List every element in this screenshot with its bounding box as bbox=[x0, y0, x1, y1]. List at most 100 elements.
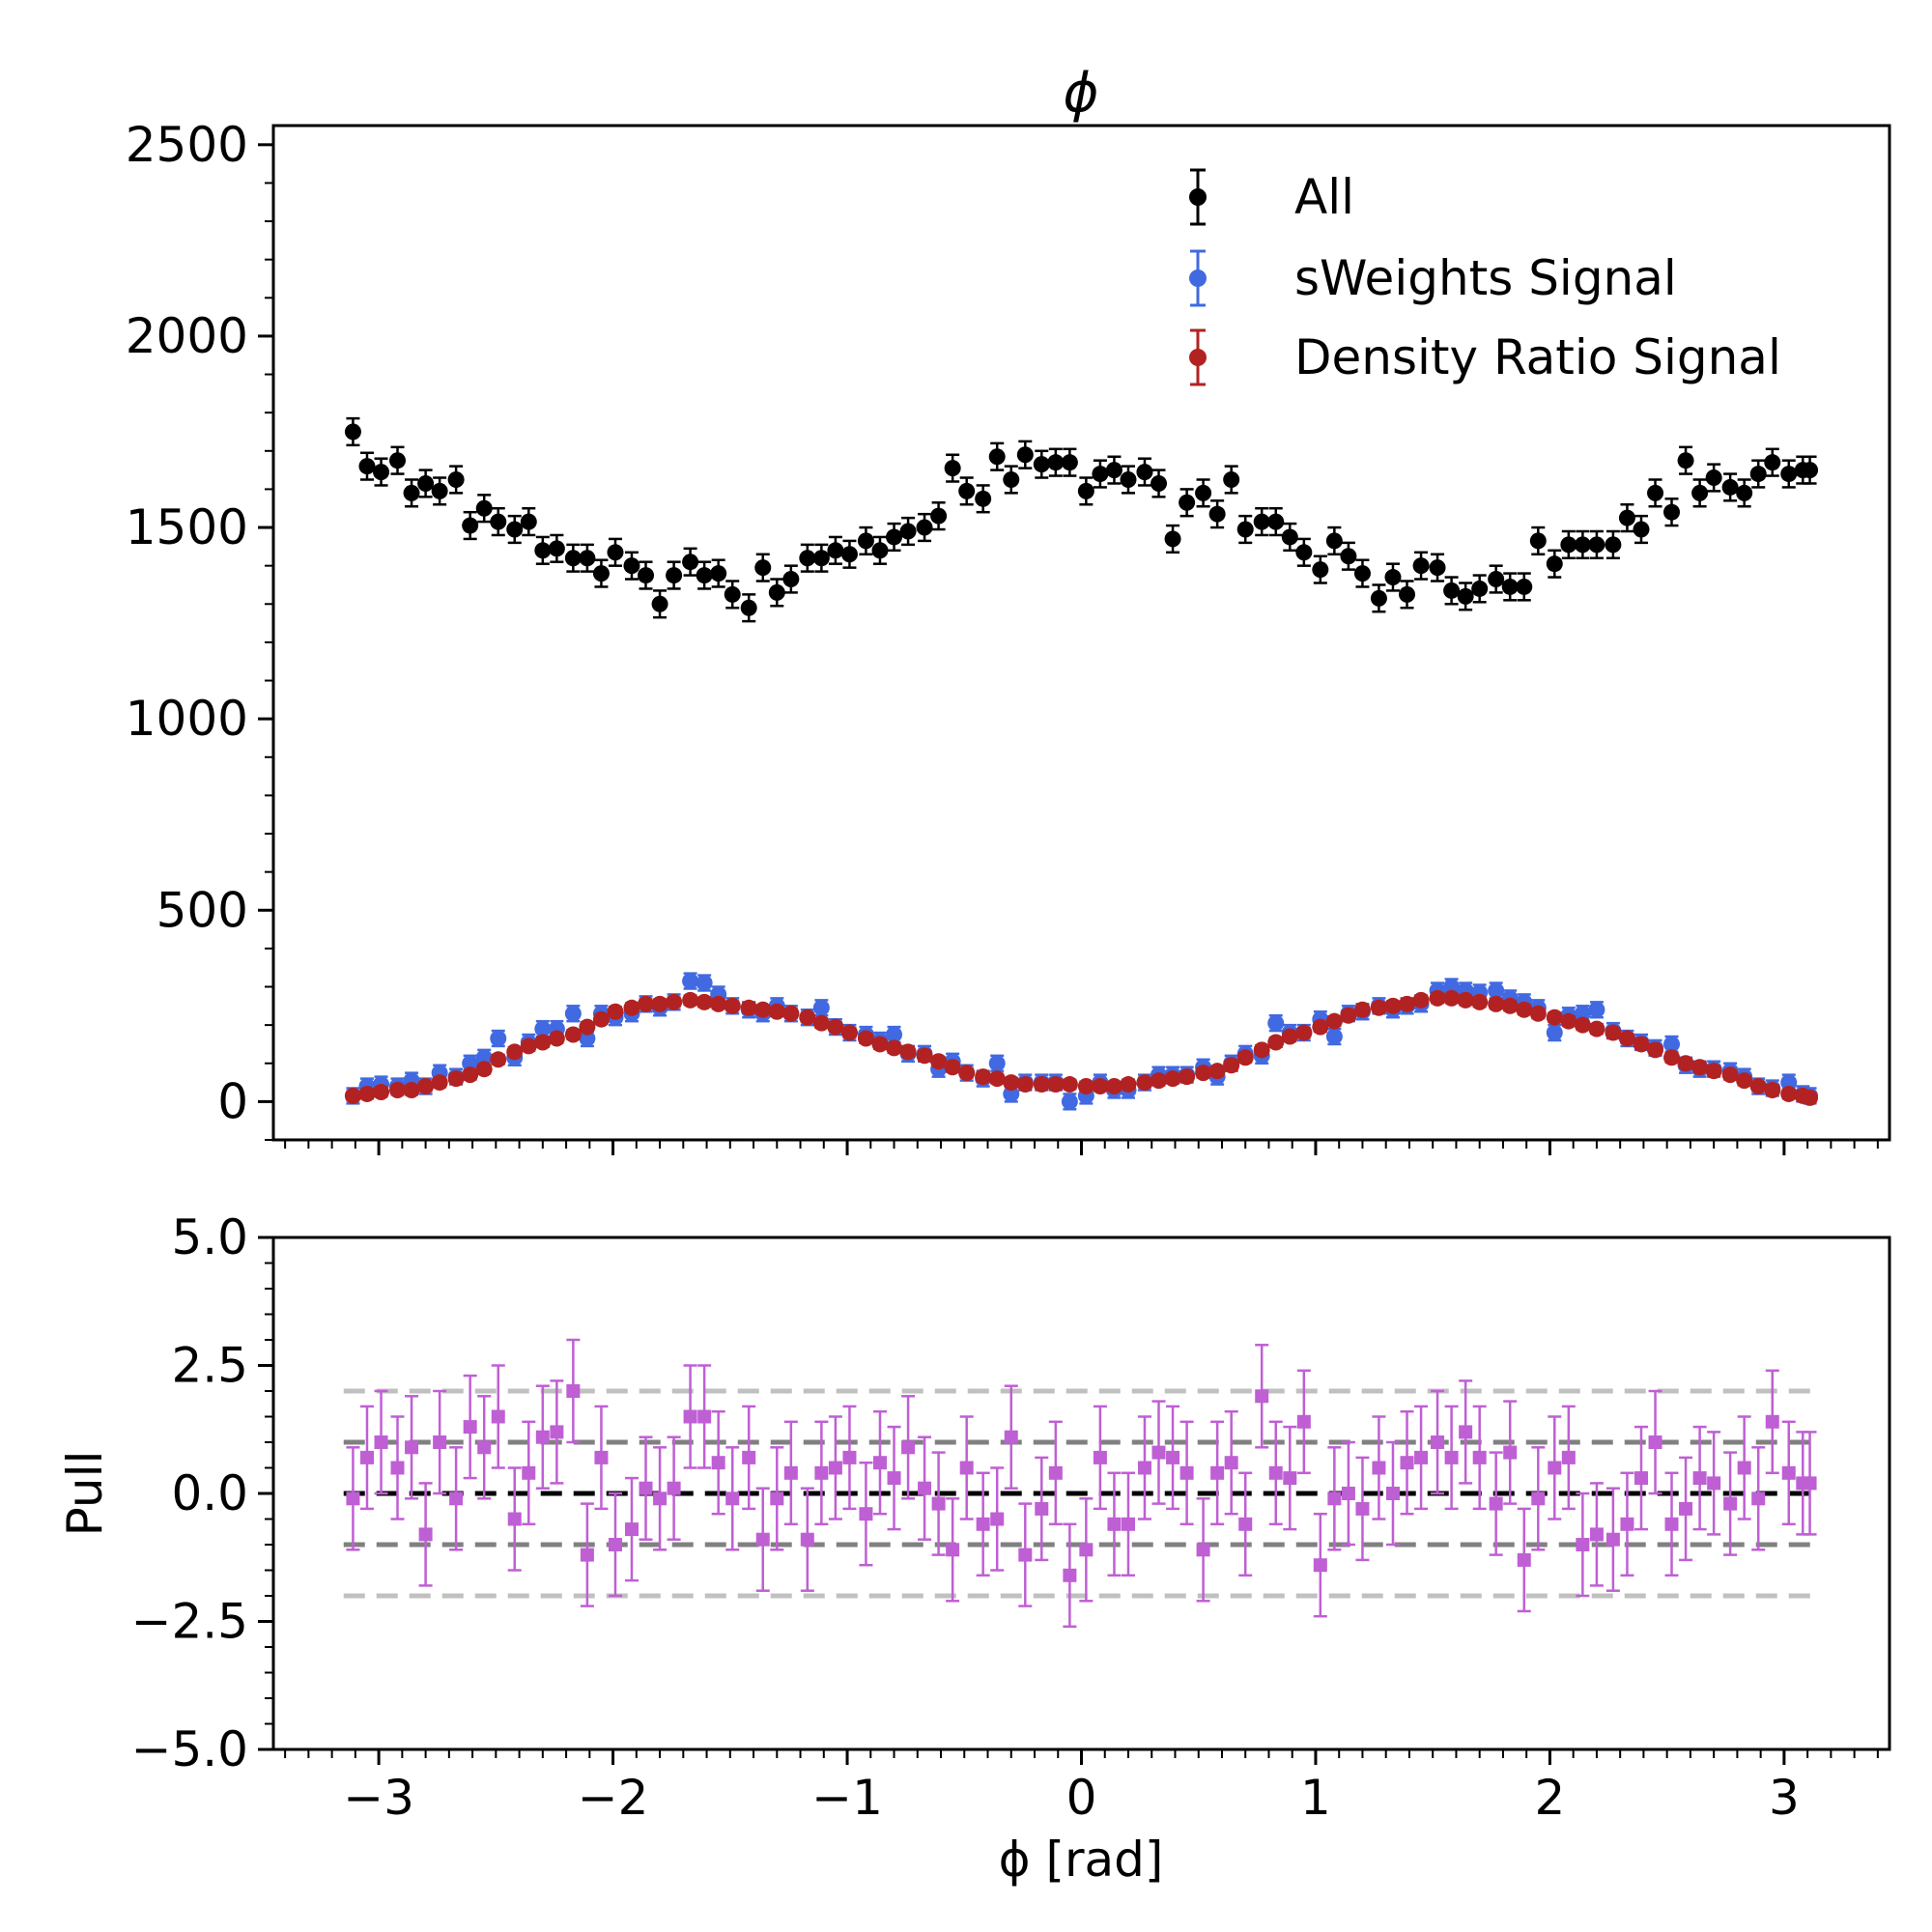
data-point bbox=[1546, 555, 1563, 573]
pull-data-point bbox=[1196, 1543, 1210, 1557]
data-point bbox=[710, 565, 727, 582]
data-point bbox=[1061, 454, 1078, 471]
data-point bbox=[899, 1043, 917, 1061]
data-point bbox=[916, 1047, 933, 1065]
data-point bbox=[1267, 513, 1285, 530]
data-point bbox=[373, 464, 390, 481]
data-point bbox=[358, 1085, 376, 1102]
data-point bbox=[1677, 1055, 1694, 1072]
data-point bbox=[886, 1039, 903, 1057]
data-point bbox=[1736, 484, 1753, 501]
pull-data-point bbox=[522, 1465, 536, 1480]
data-point bbox=[344, 1087, 361, 1104]
data-point bbox=[403, 1081, 420, 1098]
pull-data-point bbox=[683, 1409, 697, 1424]
pull-data-point bbox=[1137, 1461, 1151, 1475]
data-point bbox=[1047, 454, 1065, 471]
data-point bbox=[403, 484, 420, 501]
data-point bbox=[1802, 462, 1819, 479]
data-point bbox=[1325, 532, 1343, 550]
main-y-tick-label: 1500 bbox=[126, 499, 248, 555]
pull-reference-lines bbox=[343, 1388, 1820, 1599]
data-point bbox=[651, 595, 668, 612]
data-point bbox=[1588, 1001, 1605, 1018]
main-title: ϕ bbox=[1064, 62, 1099, 125]
pull-data-point bbox=[946, 1543, 960, 1557]
pull-data-point bbox=[1268, 1465, 1283, 1480]
data-point bbox=[431, 1074, 448, 1092]
data-point bbox=[1618, 509, 1635, 526]
data-point bbox=[1325, 1012, 1343, 1030]
data-point bbox=[548, 1030, 565, 1047]
data-point bbox=[1647, 1041, 1664, 1059]
data-point bbox=[1605, 1024, 1622, 1041]
pull-data-point bbox=[1107, 1517, 1122, 1531]
data-point bbox=[1663, 1036, 1681, 1053]
data-point bbox=[1721, 1066, 1739, 1084]
data-point bbox=[607, 1003, 624, 1020]
data-point bbox=[579, 550, 596, 567]
legend-item-sweights: sWeights Signal bbox=[1189, 249, 1677, 307]
data-point bbox=[1267, 1014, 1285, 1032]
pull-data-point bbox=[1313, 1558, 1327, 1573]
data-point bbox=[812, 550, 830, 567]
data-point bbox=[1749, 466, 1767, 483]
data-point bbox=[1195, 484, 1212, 501]
pull-x-tick-label: −2 bbox=[578, 1770, 649, 1826]
data-point bbox=[417, 1078, 435, 1095]
data-point bbox=[447, 1070, 465, 1088]
pull-data-point bbox=[1151, 1445, 1166, 1460]
data-point bbox=[506, 1043, 524, 1061]
data-point bbox=[1412, 991, 1430, 1009]
main-y-tick-label: 2500 bbox=[126, 117, 248, 173]
data-point bbox=[871, 542, 889, 559]
pull-data-point bbox=[859, 1507, 873, 1521]
data-point bbox=[944, 1059, 961, 1076]
data-point bbox=[607, 544, 624, 561]
pull-data-point bbox=[1634, 1471, 1648, 1486]
series-density-ratio-signal bbox=[344, 989, 1819, 1106]
data-point bbox=[1780, 1085, 1798, 1102]
pull-data-point bbox=[1751, 1492, 1766, 1506]
pull-data-point bbox=[1004, 1430, 1018, 1444]
data-point bbox=[857, 1030, 874, 1047]
data-point bbox=[1016, 1076, 1034, 1094]
data-point bbox=[1223, 1057, 1240, 1074]
data-point bbox=[1353, 1001, 1371, 1018]
data-point bbox=[638, 995, 655, 1012]
pull-data-point bbox=[1489, 1496, 1503, 1511]
pull-data-point bbox=[725, 1492, 740, 1506]
data-point bbox=[666, 993, 683, 1010]
pull-data-point bbox=[1224, 1456, 1238, 1470]
data-point bbox=[1340, 1007, 1357, 1024]
pull-data-point bbox=[580, 1548, 594, 1562]
pull-y-tick-label: 2.5 bbox=[171, 1338, 248, 1394]
pull-data-point bbox=[550, 1425, 564, 1439]
data-point bbox=[1412, 557, 1430, 575]
pull-data-point bbox=[1781, 1465, 1796, 1480]
data-point bbox=[1077, 1078, 1094, 1095]
data-point bbox=[1633, 521, 1650, 538]
pull-data-point bbox=[418, 1527, 433, 1542]
data-point bbox=[1705, 469, 1722, 487]
pull-data-point bbox=[755, 1532, 770, 1547]
data-point bbox=[710, 995, 727, 1012]
pull-x-axis: −3 −2 −1 0 1 2 3 bbox=[284, 1749, 1879, 1826]
data-point bbox=[344, 423, 361, 440]
pull-data-point bbox=[742, 1450, 756, 1464]
data-point bbox=[1253, 1041, 1270, 1059]
pull-data-point bbox=[1255, 1389, 1269, 1404]
pull-data-point bbox=[1210, 1465, 1225, 1480]
main-series-group bbox=[344, 416, 1819, 1111]
data-point bbox=[1501, 997, 1519, 1014]
data-point bbox=[1560, 1012, 1577, 1030]
pull-data-point bbox=[1723, 1496, 1738, 1511]
data-point bbox=[1092, 466, 1109, 483]
pull-data-point bbox=[608, 1538, 622, 1551]
data-point bbox=[1588, 1020, 1605, 1037]
data-point bbox=[1312, 1018, 1329, 1036]
pull-data-point bbox=[1341, 1487, 1355, 1500]
data-point bbox=[1647, 484, 1664, 501]
data-point bbox=[840, 546, 858, 563]
